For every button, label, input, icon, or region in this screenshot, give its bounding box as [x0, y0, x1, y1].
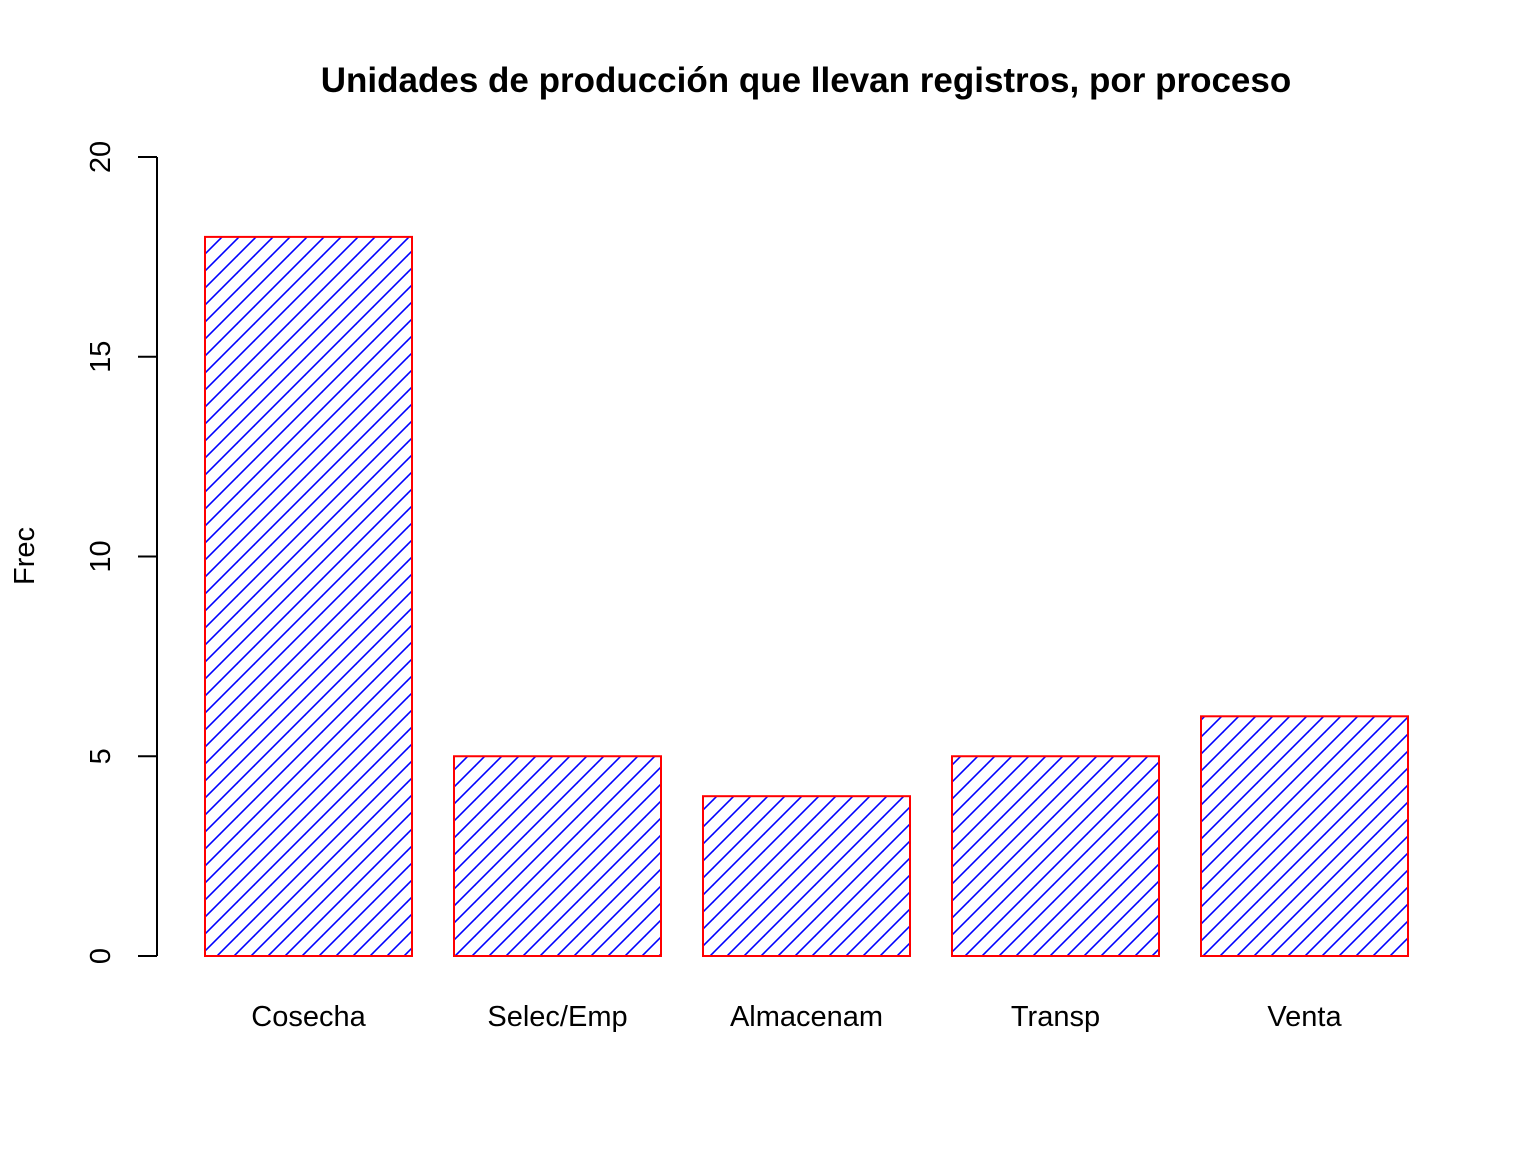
- y-tick-label: 15: [85, 341, 117, 373]
- x-axis-labels: Cosecha Selec/Emp Almacenam Transp Venta: [251, 1001, 1342, 1033]
- y-tick-label: 5: [85, 748, 117, 764]
- bar-selec-emp: [453, 755, 662, 957]
- y-axis-label: Frec: [9, 527, 41, 585]
- x-category-label: Cosecha: [251, 1001, 366, 1033]
- y-axis: 0 5 10 15 20: [85, 141, 158, 964]
- bar-venta: [1200, 715, 1409, 957]
- y-tick-label: 0: [85, 948, 117, 964]
- x-category-label: Transp: [1011, 1001, 1100, 1033]
- x-category-label: Selec/Emp: [487, 1001, 627, 1033]
- y-tick-label: 20: [85, 141, 117, 173]
- bars: [204, 235, 1409, 958]
- x-category-label: Venta: [1267, 1001, 1342, 1033]
- bar-cosecha: [204, 235, 413, 957]
- y-tick-label: 10: [85, 540, 117, 572]
- bar-transp: [951, 755, 1160, 957]
- bar-almacenam: [702, 795, 911, 958]
- chart-title: Unidades de producción que llevan regist…: [321, 61, 1291, 100]
- x-category-label: Almacenam: [730, 1001, 883, 1033]
